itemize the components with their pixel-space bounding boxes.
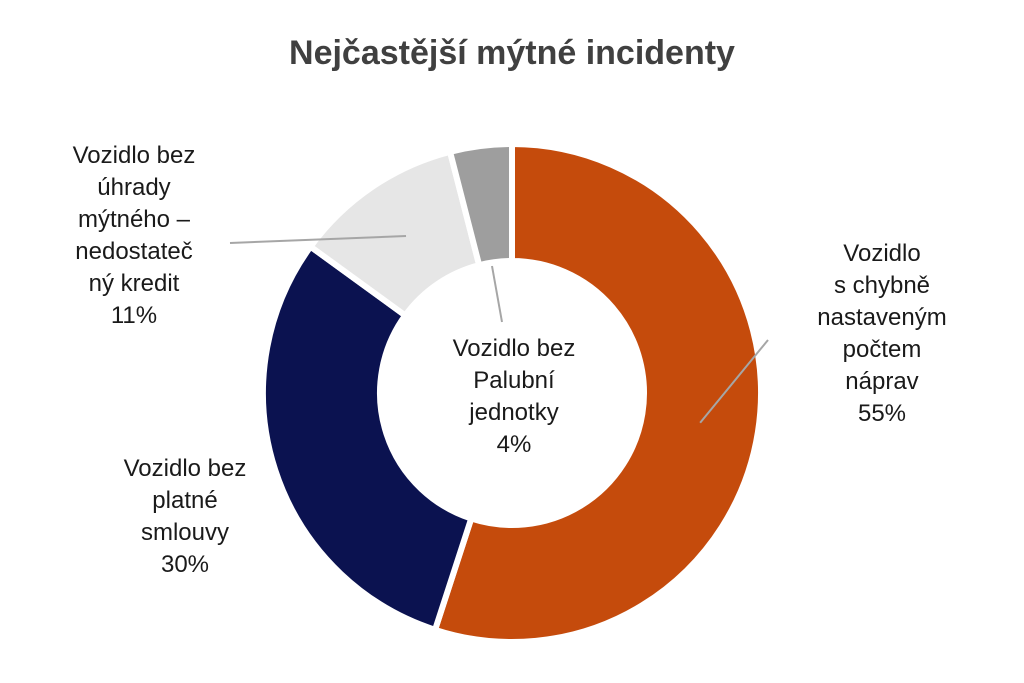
slice-no-valid-contract [260, 243, 475, 633]
leader-line-insufficient-credit [229, 235, 407, 244]
leader-line-no-onboard-unit [491, 265, 503, 323]
chart-title: Nejčastější mýtné incidenty [289, 34, 735, 72]
slice-label-insufficient-credit: Vozidlo bez úhrady mýtného – nedostateč … [72, 142, 196, 329]
slice-label-no-onboard-unit: Vozidlo bez Palubní jednotky 4% [452, 335, 576, 458]
slice-no-onboard-unit [447, 141, 515, 269]
leader-line-incorrect-axles [699, 339, 769, 424]
slice-label-incorrect-axles: Vozidlo s chybně nastaveným počtem nápra… [817, 240, 947, 427]
slice-label-no-valid-contract: Vozidlo bez platné smlouvy 30% [123, 455, 247, 578]
slice-incorrect-axles [432, 141, 764, 645]
